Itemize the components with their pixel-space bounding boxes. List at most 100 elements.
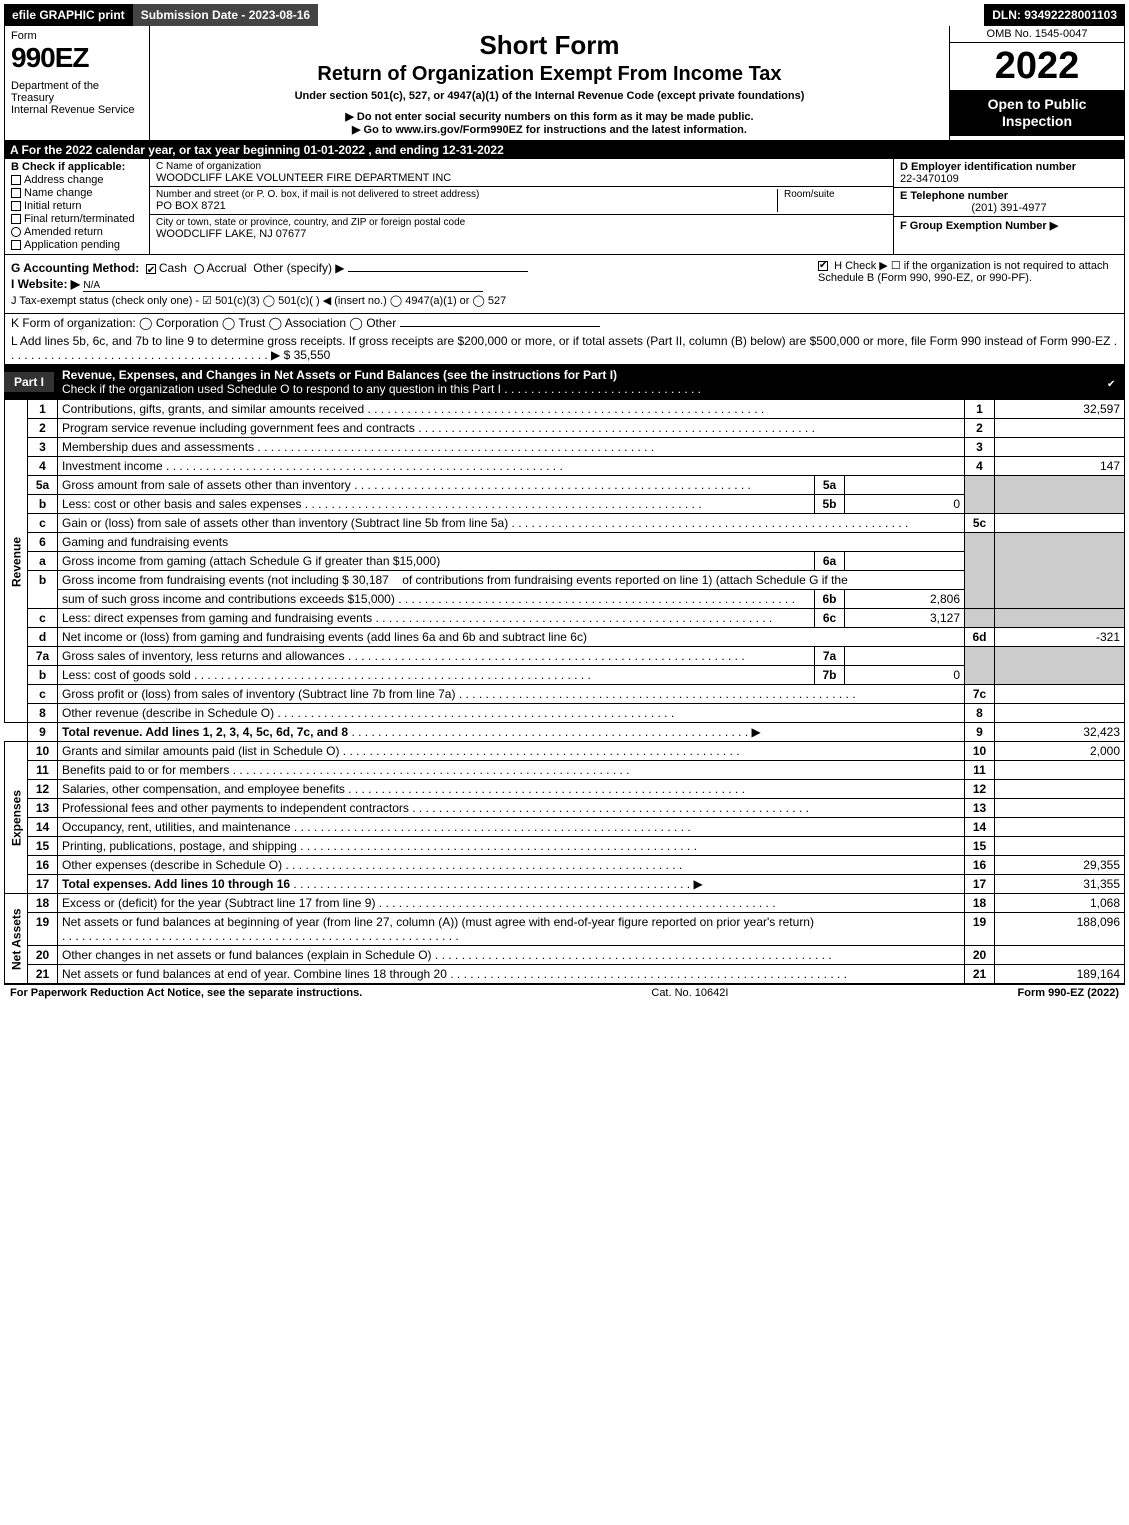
l18-num: 18 [28, 894, 58, 913]
l5b-num: b [28, 495, 58, 514]
l18-rnum: 18 [965, 894, 995, 913]
g-cash-label: Cash [159, 261, 187, 275]
title-short-form: Short Form [158, 30, 941, 61]
l6c-inum: 6c [815, 609, 845, 628]
c-city-row: City or town, state or province, country… [150, 215, 893, 242]
l3-num: 3 [28, 438, 58, 457]
l8-val [995, 704, 1125, 723]
l17-num: 17 [28, 875, 58, 894]
l7b-num: b [28, 666, 58, 685]
row-g-label: G Accounting Method: [11, 261, 139, 275]
cb-amended-return[interactable]: Amended return [11, 226, 143, 238]
l10-val: 2,000 [995, 742, 1125, 761]
l9-num: 9 [28, 723, 58, 742]
topbar-spacer [318, 4, 984, 26]
e-phone-value: (201) 391-4977 [900, 202, 1118, 214]
l16-num: 16 [28, 856, 58, 875]
l6-shade-val [995, 533, 1125, 609]
l7b-ival: 0 [845, 666, 965, 685]
page-footer: For Paperwork Reduction Act Notice, see … [4, 984, 1125, 1001]
l20-num: 20 [28, 946, 58, 965]
col-b-checkboxes: B Check if applicable: Address change Na… [5, 159, 150, 254]
l13-desc: Professional fees and other payments to … [58, 799, 965, 818]
l15-num: 15 [28, 837, 58, 856]
c-street-label: Number and street (or P. O. box, if mail… [156, 189, 777, 200]
l12-desc: Salaries, other compensation, and employ… [58, 780, 965, 799]
form-word: Form [11, 30, 143, 42]
part1-checkline: Check if the organization used Schedule … [62, 382, 701, 396]
l3-val [995, 438, 1125, 457]
l4-num: 4 [28, 457, 58, 476]
cb-final-return[interactable]: Final return/terminated [11, 213, 143, 225]
l3-desc: Membership dues and assessments [58, 438, 965, 457]
row-l: L Add lines 5b, 6c, and 7b to line 9 to … [4, 332, 1125, 365]
efile-label[interactable]: efile GRAPHIC print [4, 4, 133, 26]
header-center: Short Form Return of Organization Exempt… [150, 26, 949, 140]
part1-schedule-o-cb[interactable] [1100, 372, 1125, 392]
cb-initial-return[interactable]: Initial return [11, 200, 143, 212]
l17-desc: Total expenses. Add lines 10 through 16 [58, 875, 965, 894]
d-ein-label: D Employer identification number [900, 161, 1076, 173]
l9-val: 32,423 [995, 723, 1125, 742]
l6a-desc: Gross income from gaming (attach Schedul… [58, 552, 815, 571]
cb-name-change[interactable]: Name change [11, 187, 143, 199]
g-cash-cb[interactable] [146, 264, 156, 274]
l7-shade [965, 647, 995, 685]
c-street-value: PO BOX 8721 [156, 200, 777, 212]
row-k-line[interactable] [400, 326, 600, 327]
section-bcdef: B Check if applicable: Address change Na… [4, 159, 1125, 255]
l19-num: 19 [28, 913, 58, 946]
c-city-value: WOODCLIFF LAKE, NJ 07677 [156, 228, 887, 240]
l15-desc: Printing, publications, postage, and shi… [58, 837, 965, 856]
l6c-num: c [28, 609, 58, 628]
l6d-rnum: 6d [965, 628, 995, 647]
l6c-ival: 3,127 [845, 609, 965, 628]
l5ab-shade [965, 476, 995, 514]
row-k-text: K Form of organization: ◯ Corporation ◯ … [11, 316, 396, 330]
l5c-val [995, 514, 1125, 533]
part1-header: Part I Revenue, Expenses, and Changes in… [4, 365, 1125, 399]
l6b-desc1: Gross income from fundraising events (no… [58, 571, 965, 590]
form-number: 990EZ [11, 42, 143, 74]
l1-val: 32,597 [995, 400, 1125, 419]
g-other-line[interactable] [348, 271, 528, 272]
l20-desc: Other changes in net assets or fund bala… [58, 946, 965, 965]
l7a-desc: Gross sales of inventory, less returns a… [58, 647, 815, 666]
g-other-label: Other (specify) ▶ [253, 261, 344, 275]
l6b-desc3: sum of such gross income and contributio… [58, 590, 815, 609]
row-i-value: N/A [83, 280, 483, 292]
l6a-ival [845, 552, 965, 571]
l6a-num: a [28, 552, 58, 571]
l7c-val [995, 685, 1125, 704]
l7-shade-val [995, 647, 1125, 685]
l17-rnum: 17 [965, 875, 995, 894]
footer-catno: Cat. No. 10642I [362, 987, 1017, 999]
l13-val [995, 799, 1125, 818]
h-checkbox[interactable] [818, 261, 828, 271]
l5a-inum: 5a [815, 476, 845, 495]
l17-val: 31,355 [995, 875, 1125, 894]
form-header: Form 990EZ Department of the Treasury In… [4, 26, 1125, 141]
l16-rnum: 16 [965, 856, 995, 875]
row-h-text: H Check ▶ ☐ if the organization is not r… [818, 260, 1109, 284]
cb-address-change[interactable]: Address change [11, 174, 143, 186]
l5b-ival: 0 [845, 495, 965, 514]
l19-rnum: 19 [965, 913, 995, 946]
row-j: J Tax-exempt status (check only one) - ☑… [11, 294, 1118, 307]
c-street-row: Number and street (or P. O. box, if mail… [150, 187, 893, 215]
l5ab-shade-val [995, 476, 1125, 514]
l4-rnum: 4 [965, 457, 995, 476]
d-ein: D Employer identification number 22-3470… [894, 159, 1124, 188]
l21-val: 189,164 [995, 965, 1125, 984]
l8-rnum: 8 [965, 704, 995, 723]
e-phone: E Telephone number (201) 391-4977 [894, 188, 1124, 217]
l6b-inum: 6b [815, 590, 845, 609]
l6c-shade-val [995, 609, 1125, 628]
g-accrual-cb[interactable] [194, 264, 204, 274]
l14-desc: Occupancy, rent, utilities, and maintena… [58, 818, 965, 837]
l15-rnum: 15 [965, 837, 995, 856]
part1-tag: Part I [4, 372, 54, 392]
l5c-num: c [28, 514, 58, 533]
header-right: OMB No. 1545-0047 2022 Open to Public In… [949, 26, 1124, 140]
cb-application-pending[interactable]: Application pending [11, 239, 143, 251]
